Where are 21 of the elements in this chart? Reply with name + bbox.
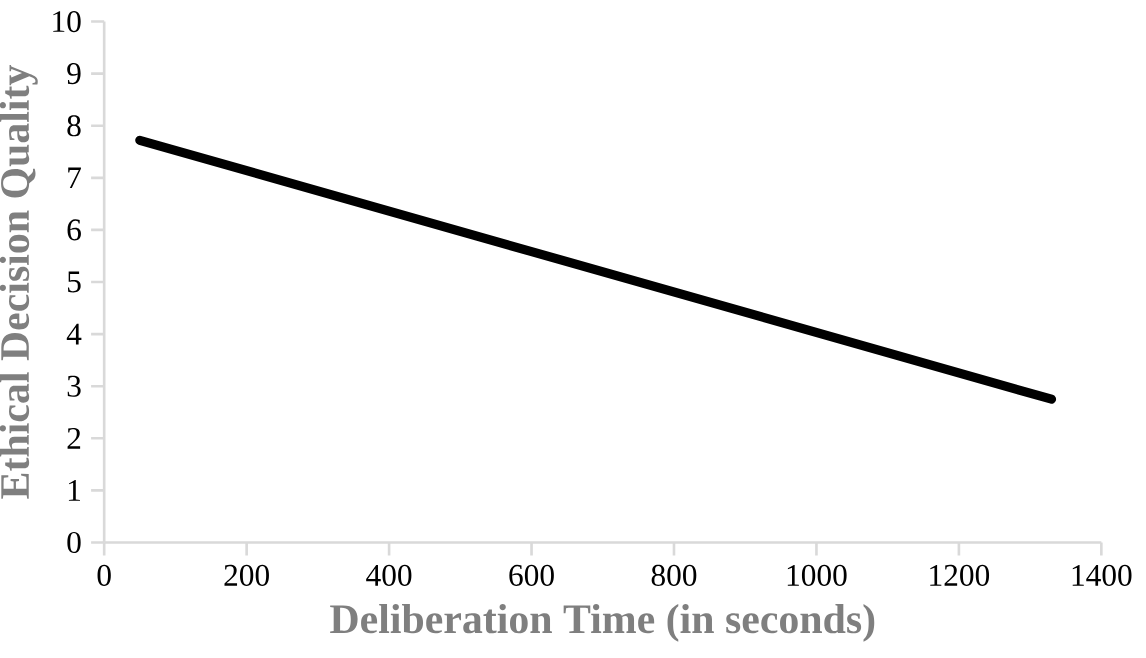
y-tick-label: 10 [53,11,81,33]
x-tick-label: 400 [366,564,412,587]
x-tick-label: 1000 [787,564,847,587]
x-tick-label: 800 [651,564,697,587]
y-tick-label: 1 [68,480,80,501]
y-tick-label: 8 [67,115,81,137]
x-tick-label: 600 [509,564,554,587]
x-tick-label: 0 [97,564,111,587]
y-tick-label: 3 [67,375,81,397]
x-tick-label: 1400 [1072,564,1132,587]
y-tick-label: 0 [67,531,81,554]
y-tick-label: 7 [68,167,81,189]
x-tick-label: 200 [224,564,269,587]
y-tick-label: 4 [66,323,82,345]
y-tick-label: 5 [67,271,81,293]
y-tick-label: 6 [67,219,81,241]
x-axis-title: Deliberation Time (in seconds) [330,604,875,642]
y-tick-label: 2 [67,427,81,449]
y-axis-title: Ethical Decision Quality [0,65,38,499]
x-tick-label: 1200 [930,564,990,587]
y-tick-label: 9 [67,63,81,85]
